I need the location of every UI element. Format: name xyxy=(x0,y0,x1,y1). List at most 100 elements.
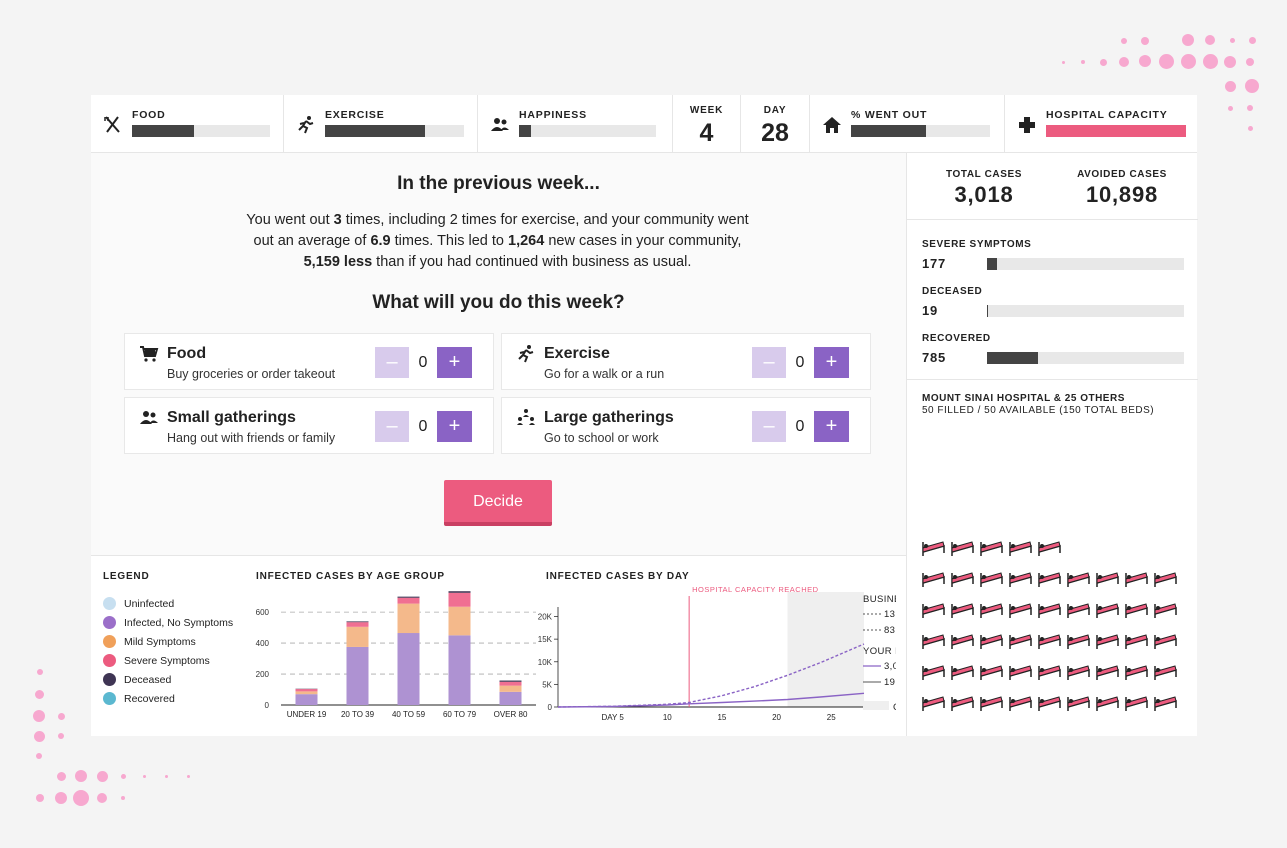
day-value: 28 xyxy=(761,119,789,147)
summary-text: than if you had continued with business … xyxy=(372,254,692,270)
people-icon xyxy=(140,411,158,424)
bed-icon xyxy=(1067,603,1090,618)
hospital-capacity-bar xyxy=(1046,125,1186,137)
increase-food-button[interactable]: + xyxy=(437,347,472,378)
deceased-value: 19 xyxy=(922,303,939,318)
x-tick-label: 15 xyxy=(717,713,726,722)
recovered-value: 785 xyxy=(922,350,947,365)
exercise-count: 0 xyxy=(795,354,805,371)
decide-button[interactable]: Decide xyxy=(444,480,552,526)
activity-title: Food xyxy=(167,345,207,362)
bed-icon xyxy=(951,603,974,618)
new-cases-value: 1,264 xyxy=(508,233,545,249)
bed-icon xyxy=(1125,696,1148,711)
decorative-dot xyxy=(1246,58,1254,66)
activity-title: Exercise xyxy=(544,345,610,362)
food-meter: FOOD xyxy=(91,95,284,153)
bed-icon xyxy=(980,665,1003,680)
day-counter: DAY 28 xyxy=(741,95,810,153)
app-window: FOOD EXERCISE HAPPINESS WEEK 4 DAY 28 % … xyxy=(91,95,1198,736)
bed-icon xyxy=(980,541,1003,556)
bed-icon xyxy=(1154,634,1177,649)
bed-icon xyxy=(951,572,974,587)
happiness-bar-fill xyxy=(519,125,532,137)
bed-icon xyxy=(1009,665,1032,680)
increase-small-gatherings-button[interactable]: + xyxy=(437,411,472,442)
activity-card-large-gatherings: Large gatherings Go to school or work – … xyxy=(501,397,871,454)
bed-icon xyxy=(1096,603,1119,618)
bed-icon xyxy=(922,572,945,587)
total-cases-value: 3,018 xyxy=(954,182,1014,207)
activity-title: Large gatherings xyxy=(544,409,674,426)
bar-segment xyxy=(499,685,522,692)
age-group-bar-chart: 0 200 400 600 UNDER 19 20 TO 39 40 TO 59 60 TO … xyxy=(256,591,536,719)
increase-large-gatherings-button[interactable]: + xyxy=(814,411,849,442)
bed-icon xyxy=(1067,665,1090,680)
bed-icon xyxy=(1125,603,1148,618)
legend-current-week-swatch xyxy=(863,701,889,710)
decorative-dot xyxy=(1247,125,1253,131)
exercise-meter: EXERCISE xyxy=(284,95,478,153)
y-tick-label: 5K xyxy=(542,680,552,689)
decorative-dot xyxy=(73,790,89,806)
summary-text: You went out xyxy=(246,212,334,228)
hospital-capacity-label: HOSPITAL CAPACITY xyxy=(1046,109,1168,121)
happiness-bar xyxy=(519,125,656,137)
decrease-exercise-button[interactable]: – xyxy=(752,347,786,378)
decorative-dot xyxy=(1182,34,1194,46)
increase-exercise-button[interactable]: + xyxy=(814,347,849,378)
bed-icon xyxy=(1009,603,1032,618)
crowd-icon xyxy=(517,409,535,425)
times-out-value: 3 xyxy=(333,212,342,228)
bed-icon xyxy=(1067,696,1090,711)
bed-icon xyxy=(1009,541,1032,556)
community-average-value: 6.9 xyxy=(370,233,391,249)
recovered-label: RECOVERED xyxy=(922,333,991,344)
bar-segment xyxy=(346,646,369,705)
avoided-cases-label: AVOIDED CASES xyxy=(1077,169,1167,180)
bed-row xyxy=(920,567,1190,598)
decorative-dot xyxy=(33,730,45,742)
hospital-name: MOUNT SINAI HOSPITAL & 25 OTHERS xyxy=(922,393,1125,404)
bed-row xyxy=(920,691,1190,722)
bed-icon xyxy=(1125,634,1148,649)
decrease-small-gatherings-button[interactable]: – xyxy=(375,411,409,442)
bed-icon xyxy=(1154,603,1177,618)
y-tick-label: 20K xyxy=(538,613,553,622)
x-tick-label: OVER 80 xyxy=(494,710,528,719)
bar-segment xyxy=(499,681,522,686)
activity-card-food: Food Buy groceries or order takeout – 0 … xyxy=(124,333,494,390)
legend-swatch xyxy=(103,616,116,629)
went-out-bar-fill xyxy=(851,125,927,137)
week-counter: WEEK 4 xyxy=(673,95,741,153)
recovered-bar-fill xyxy=(987,352,1039,364)
decorative-dot xyxy=(1224,56,1236,68)
x-tick-label: 25 xyxy=(827,713,836,722)
decrease-food-button[interactable]: – xyxy=(375,347,409,378)
x-tick-label: DAY 5 xyxy=(601,713,624,722)
decorative-dot xyxy=(1248,36,1256,44)
chart-legend-label: CURRENT WEEK xyxy=(893,702,896,713)
severe-bar-fill xyxy=(987,258,997,270)
bed-icon xyxy=(980,603,1003,618)
bed-icon xyxy=(1125,665,1148,680)
exercise-label: EXERCISE xyxy=(325,109,385,121)
happiness-label: HAPPINESS xyxy=(519,109,587,121)
deceased-bar xyxy=(987,305,1184,317)
decorative-dot xyxy=(58,733,64,739)
bed-row xyxy=(920,660,1190,691)
legend-label: Recovered xyxy=(124,692,175,705)
bed-icon xyxy=(951,665,974,680)
bed-icon xyxy=(1009,696,1032,711)
decorative-dot xyxy=(142,774,146,778)
x-tick-label: 40 TO 59 xyxy=(392,710,426,719)
legend-label: Deceased xyxy=(124,673,172,686)
decorative-dot xyxy=(1247,105,1253,111)
decrease-large-gatherings-button[interactable]: – xyxy=(752,411,786,442)
previous-week-title: In the previous week... xyxy=(397,173,600,194)
bed-row xyxy=(920,629,1190,660)
legend: Uninfected Infected, No Symptoms Mild Symp… xyxy=(103,594,233,708)
bed-icon xyxy=(922,696,945,711)
bed-icon xyxy=(1096,665,1119,680)
decorative-dot xyxy=(1229,37,1235,43)
